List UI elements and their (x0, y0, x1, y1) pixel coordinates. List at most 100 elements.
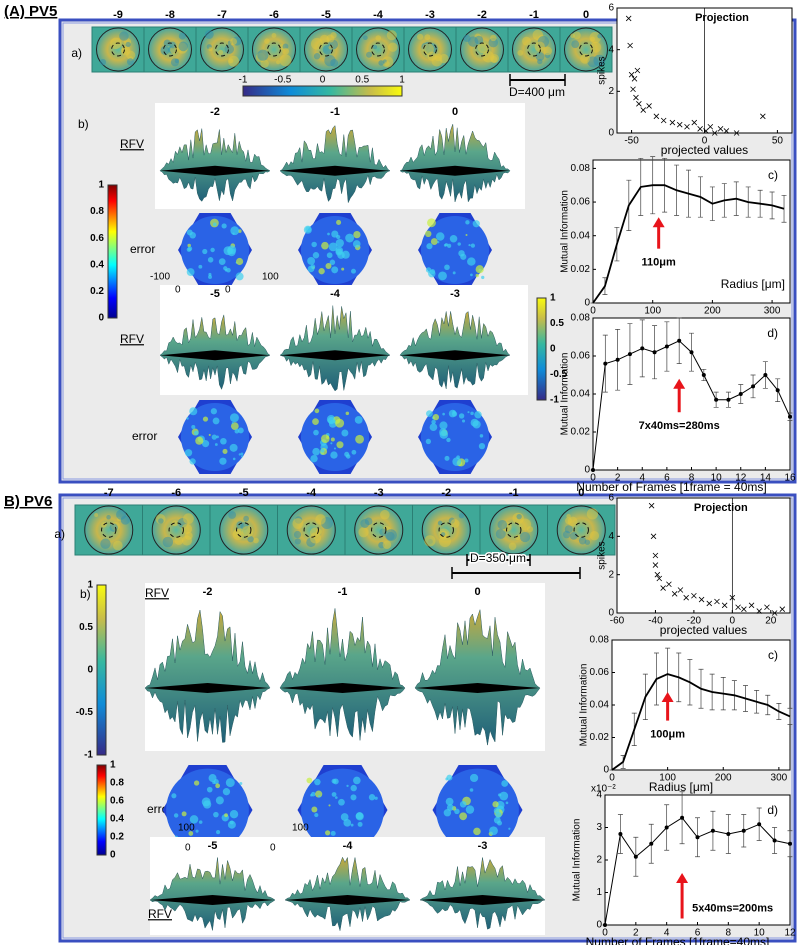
y-tick-label: 4 (608, 44, 614, 55)
texture (330, 32, 337, 39)
y-axis-label: spikes (597, 56, 608, 84)
texture (366, 51, 373, 58)
texture (315, 514, 326, 525)
colorbar (536, 297, 547, 401)
frame-label: -4 (343, 840, 354, 852)
error-spot (452, 271, 456, 275)
marker (763, 373, 768, 377)
texture (178, 41, 189, 52)
point (771, 610, 778, 616)
error-spot (306, 777, 313, 784)
error-spot (218, 258, 226, 266)
center-ring (371, 42, 385, 57)
frame-label: -1 (330, 106, 340, 118)
error-spot (195, 829, 199, 833)
error-spot (470, 273, 473, 277)
error-spot (479, 434, 484, 438)
texture (570, 33, 575, 39)
error-spot (328, 804, 331, 807)
error-spot (343, 819, 352, 827)
point (711, 130, 718, 136)
error-spot (351, 449, 357, 455)
error-spot (442, 412, 445, 416)
error-spot (327, 232, 330, 236)
colorbar-tick-label: 1 (98, 180, 104, 191)
error-spot (505, 801, 509, 805)
y-axis-label: spikes (597, 541, 608, 569)
error-spot (325, 830, 331, 836)
texture (388, 42, 398, 52)
texture (590, 41, 602, 53)
frame-label: -2 (210, 106, 220, 118)
texture (109, 523, 118, 532)
plot-area (616, 497, 791, 614)
marker (695, 835, 700, 840)
colorbar-tick-label: 0 (87, 665, 93, 676)
error-spot (449, 234, 458, 243)
marker (772, 838, 777, 843)
rfv-base (280, 683, 405, 693)
colorbar-tick-label: 0.5 (79, 622, 93, 633)
frame-label: -4 (373, 9, 384, 21)
annotation: 110μm (642, 257, 676, 269)
texture (279, 54, 292, 67)
error-spot (437, 240, 440, 244)
y-tick-label: 0.06 (571, 351, 591, 362)
rfv-base (400, 165, 510, 176)
chart-title: Projection (695, 12, 749, 24)
error-spot (353, 776, 361, 785)
error-spot (211, 434, 217, 440)
texture (562, 530, 571, 539)
error-spot (470, 411, 474, 416)
axis-label: 100 (262, 272, 279, 283)
x-tick-label: 8 (689, 473, 695, 484)
point (677, 587, 684, 593)
error-spot (171, 793, 177, 799)
texture (386, 30, 397, 41)
texture (170, 58, 180, 67)
row-label: RFV (120, 332, 144, 346)
line (592, 184, 785, 304)
panel-label: d) (767, 326, 778, 340)
stimulus-disc (354, 505, 404, 555)
x-tick-label: -40 (648, 616, 663, 627)
marker (689, 350, 694, 355)
texture (463, 34, 471, 43)
texture (171, 520, 178, 527)
error-spot (230, 422, 239, 430)
error-spot (350, 784, 357, 792)
texture (313, 53, 321, 60)
point (628, 71, 635, 78)
error-spot (452, 457, 462, 467)
colorbar-tick-label: 1 (399, 75, 405, 86)
error-spot (321, 241, 329, 250)
colorbar-tick-label: 0.2 (110, 832, 124, 843)
error-spot (333, 447, 336, 450)
error-spot (467, 257, 476, 266)
x-tick-label: 2 (633, 928, 639, 939)
point (652, 552, 659, 559)
error-spot (202, 416, 209, 422)
point (666, 581, 672, 588)
x-axis-label: Number of Frames [1frame=40ms] (586, 935, 770, 945)
point (684, 123, 690, 130)
texture (282, 43, 289, 50)
point (697, 126, 703, 132)
frame-label: -7 (217, 9, 227, 21)
error-spot (467, 411, 470, 414)
marker (757, 822, 762, 827)
texture (597, 33, 602, 39)
error-spot (461, 419, 466, 423)
marker (710, 828, 715, 833)
rfv-base (400, 350, 510, 361)
point (723, 128, 730, 134)
texture (106, 515, 111, 520)
error-spot (201, 440, 210, 448)
error-spot (186, 417, 189, 420)
error-spot (427, 218, 436, 228)
scale-label: D=400 μm (509, 85, 565, 99)
colorbar-tick-label: 0 (98, 313, 104, 324)
point (733, 130, 740, 136)
marker (714, 397, 719, 402)
error-spot (457, 242, 461, 246)
